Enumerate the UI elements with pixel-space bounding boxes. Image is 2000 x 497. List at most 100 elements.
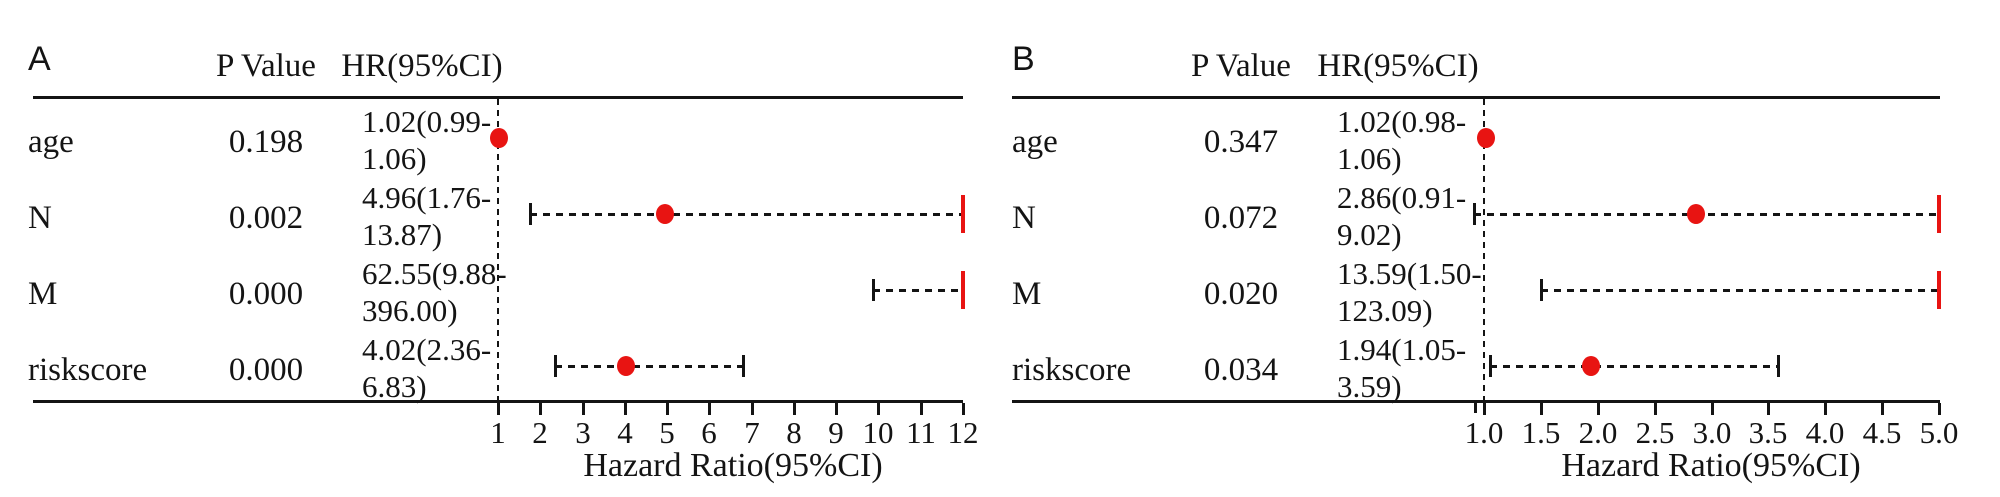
- row-p-value: 0.198: [228, 124, 304, 160]
- column-header-p-value: P Value: [216, 48, 316, 84]
- hr-ci-line2: 3.59): [1337, 369, 1402, 404]
- axis-tick-label: 1.5: [1521, 415, 1561, 450]
- axis-tick: [920, 403, 923, 415]
- row-variable-label: M: [1012, 276, 1042, 312]
- row-variable-label: riskscore: [28, 352, 148, 388]
- hr-ci-line2: 6.83): [362, 369, 427, 404]
- hr-ci-line2: 396.00): [362, 293, 458, 328]
- axis-tick-label: 4: [617, 415, 633, 450]
- row-hr-ci-text: 4.02(2.36- 6.83): [362, 331, 491, 405]
- ci-whisker: [1490, 365, 1779, 368]
- axis-tick-label: 3: [575, 415, 591, 450]
- hr-point-estimate-dot: [656, 204, 674, 224]
- hr-ci-line1: 1.02(0.99-: [362, 104, 492, 139]
- axis-edge-tick: [1474, 403, 1477, 413]
- ci-cap-high: [742, 355, 745, 377]
- axis-tick: [666, 403, 669, 415]
- hr-ci-line1: 4.96(1.76-: [362, 180, 492, 215]
- table-top-rule: [1012, 96, 1940, 99]
- ci-cap-low: [1540, 279, 1543, 301]
- ci-cap-low: [529, 203, 532, 225]
- hr-point-estimate-dot: [1582, 356, 1600, 376]
- axis-tick: [1767, 403, 1770, 415]
- row-hr-ci-text: 2.86(0.91- 9.02): [1337, 179, 1466, 253]
- hr-ci-line1: 62.55(9.88-: [362, 256, 507, 291]
- hr-ci-line2: 123.09): [1337, 293, 1433, 328]
- ci-whisker: [530, 213, 963, 216]
- axis-tick-label: 11: [906, 415, 936, 450]
- row-hr-ci-text: 1.02(0.99- 1.06): [362, 103, 491, 177]
- ci-cap-low: [872, 279, 875, 301]
- axis-tick: [497, 403, 500, 415]
- row-variable-label: age: [28, 124, 74, 160]
- axis-tick: [1938, 403, 1941, 415]
- row-hr-ci-text: 4.96(1.76- 13.87): [362, 179, 491, 253]
- axis-tick: [1597, 403, 1600, 415]
- ci-whisker: [873, 289, 963, 292]
- axis-tick-label: 2.5: [1635, 415, 1675, 450]
- reference-line: [497, 99, 499, 400]
- axis-tick-label: 3.0: [1692, 415, 1732, 450]
- axis-tick: [624, 403, 627, 415]
- axis-tick: [1654, 403, 1657, 415]
- ci-whisker: [1541, 289, 1939, 292]
- axis-tick-label: 12: [947, 415, 979, 450]
- ci-cap-low: [1489, 355, 1492, 377]
- axis-tick-label: 4.5: [1862, 415, 1902, 450]
- row-variable-label: N: [1012, 200, 1036, 236]
- axis-tick-label: 8: [786, 415, 802, 450]
- row-p-value: 0.002: [228, 200, 304, 236]
- axis-tick: [835, 403, 838, 415]
- hr-ci-line2: 1.06): [362, 141, 427, 176]
- axis-line: [33, 400, 963, 403]
- ci-cap-high-clipped: [961, 271, 965, 309]
- row-hr-ci-text: 1.94(1.05- 3.59): [1337, 331, 1466, 405]
- row-p-value: 0.000: [228, 352, 304, 388]
- axis-tick: [1881, 403, 1884, 415]
- axis-tick: [793, 403, 796, 415]
- hr-ci-line1: 1.94(1.05-: [1337, 332, 1467, 367]
- axis-tick: [962, 403, 965, 415]
- ci-cap-high-clipped: [961, 195, 965, 233]
- hr-ci-line1: 4.02(2.36-: [362, 332, 492, 367]
- axis-tick-label: 7: [744, 415, 760, 450]
- panel-letter: A: [28, 40, 51, 78]
- hr-point-estimate-dot: [1687, 204, 1705, 224]
- hr-point-estimate-dot: [617, 356, 635, 376]
- row-p-value: 0.000: [228, 276, 304, 312]
- axis-tick: [1824, 403, 1827, 415]
- hr-ci-line2: 13.87): [362, 217, 443, 252]
- axis-tick: [877, 403, 880, 415]
- hr-ci-line2: 1.06): [1337, 141, 1402, 176]
- axis-tick-label: 1.0: [1464, 415, 1504, 450]
- column-header-hr-ci: HR(95%CI): [341, 48, 503, 84]
- row-p-value: 0.072: [1203, 200, 1279, 236]
- axis-tick-label: 1: [490, 415, 506, 450]
- table-top-rule: [33, 96, 963, 99]
- ci-cap-high-clipped: [1937, 195, 1941, 233]
- ci-cap-low: [554, 355, 557, 377]
- ci-whisker: [1474, 213, 1939, 216]
- row-p-value: 0.020: [1203, 276, 1279, 312]
- axis-tick-label: 2.0: [1578, 415, 1618, 450]
- ci-cap-high: [1777, 355, 1780, 377]
- hr-ci-line1: 13.59(1.50-: [1337, 256, 1482, 291]
- axis-tick-label: 6: [701, 415, 717, 450]
- panel-letter: B: [1012, 40, 1035, 78]
- hr-ci-line2: 9.02): [1337, 217, 1402, 252]
- axis-title: Hazard Ratio(95%CI): [1561, 447, 1861, 484]
- hr-point-estimate-dot: [1477, 128, 1495, 148]
- axis-tick: [1540, 403, 1543, 415]
- row-variable-label: N: [28, 200, 52, 236]
- axis-tick: [1483, 403, 1486, 415]
- axis-tick-label: 5.0: [1919, 415, 1959, 450]
- column-header-p-value: P Value: [1191, 48, 1291, 84]
- row-p-value: 0.347: [1203, 124, 1279, 160]
- row-hr-ci-text: 1.02(0.98- 1.06): [1337, 103, 1466, 177]
- hr-ci-line1: 1.02(0.98-: [1337, 104, 1467, 139]
- row-p-value: 0.034: [1203, 352, 1279, 388]
- axis-tick: [708, 403, 711, 415]
- hr-ci-line1: 2.86(0.91-: [1337, 180, 1467, 215]
- ci-cap-low: [1473, 203, 1476, 225]
